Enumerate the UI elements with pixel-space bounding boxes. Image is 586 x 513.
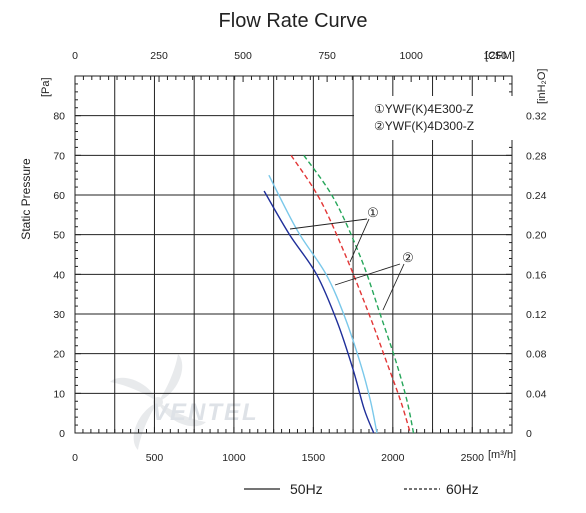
right-tick-label: 0.04 bbox=[526, 388, 547, 400]
left-tick-labels: 0 10 20 30 40 50 60 70 80 bbox=[53, 111, 65, 440]
y-axis-title: Static Pressure bbox=[19, 158, 33, 240]
bottom-tick-label: 500 bbox=[146, 452, 164, 464]
right-tick-label: 0.16 bbox=[526, 269, 547, 281]
callout-1-label: ① bbox=[367, 205, 379, 220]
callout-2-label: ② bbox=[402, 250, 414, 265]
right-tick-labels: 0 0.04 0.08 0.12 0.16 0.20 0.24 0.28 0.32 bbox=[526, 111, 547, 440]
top-tick-labels: 0 250 500 750 1000 1250 bbox=[72, 50, 507, 62]
model-legend: ①YWF(K)4E300-Z ②YWF(K)4D300-Z bbox=[354, 96, 520, 140]
right-tick-label: 0.24 bbox=[526, 190, 547, 202]
bottom-unit-label: [m³/h] bbox=[488, 449, 516, 461]
watermark-brand: VENTEL bbox=[152, 399, 259, 426]
right-tick-label: 0.28 bbox=[526, 150, 547, 162]
left-tick-label: 10 bbox=[53, 388, 65, 400]
left-tick-label: 0 bbox=[59, 428, 65, 440]
callout-1-leader-a bbox=[289, 218, 368, 230]
bottom-tick-label: 2500 bbox=[461, 452, 485, 464]
chart-title: Flow Rate Curve bbox=[219, 10, 368, 32]
series-lines bbox=[263, 154, 415, 434]
bottom-tick-labels: 0 500 1000 1500 2000 2500 bbox=[72, 452, 484, 464]
top-tick-label: 250 bbox=[150, 50, 168, 62]
watermark: VENTEL bbox=[110, 354, 259, 450]
left-tick-label: 60 bbox=[53, 190, 65, 202]
series-line-1 bbox=[263, 190, 375, 434]
frequency-legend: 50Hz 60Hz bbox=[244, 481, 479, 497]
bottom-tick-label: 1500 bbox=[302, 452, 326, 464]
bottom-tick-label: 2000 bbox=[381, 452, 405, 464]
right-tick-label: 0.20 bbox=[526, 230, 547, 242]
top-tick-label: 500 bbox=[234, 50, 252, 62]
right-tick-label: 0.08 bbox=[526, 349, 547, 361]
legend-60hz-label: 60Hz bbox=[446, 481, 479, 497]
series-line-2 bbox=[268, 174, 378, 434]
top-unit-label: [CFM] bbox=[485, 50, 515, 62]
minor-ticks bbox=[74, 75, 513, 434]
callouts: ① ② bbox=[289, 205, 414, 311]
left-tick-label: 40 bbox=[53, 269, 65, 281]
top-tick-label: 1250 bbox=[484, 50, 508, 62]
left-tick-label: 30 bbox=[53, 309, 65, 321]
right-tick-label: 0.12 bbox=[526, 309, 547, 321]
top-tick-label: 1000 bbox=[399, 50, 423, 62]
left-tick-label: 20 bbox=[53, 349, 65, 361]
legend-model-1: ①YWF(K)4E300-Z bbox=[374, 102, 473, 116]
bottom-tick-label: 0 bbox=[72, 452, 78, 464]
left-tick-label: 50 bbox=[53, 230, 65, 242]
series-line-3 bbox=[290, 154, 411, 434]
left-unit-label: [Pa] bbox=[40, 77, 52, 97]
left-tick-label: 70 bbox=[53, 150, 65, 162]
bottom-tick-label: 1000 bbox=[222, 452, 246, 464]
top-tick-label: 0 bbox=[72, 50, 78, 62]
callout-2-leader-b bbox=[382, 263, 405, 311]
right-tick-label: 0.32 bbox=[526, 111, 547, 123]
callout-1-leader-b bbox=[349, 218, 370, 263]
top-tick-label: 750 bbox=[318, 50, 336, 62]
left-tick-label: 80 bbox=[53, 111, 65, 123]
legend-model-2: ②YWF(K)4D300-Z bbox=[374, 119, 474, 133]
callout-2-leader-a bbox=[334, 263, 401, 286]
right-tick-label: 0 bbox=[526, 428, 532, 440]
series-line-4 bbox=[303, 154, 415, 434]
legend-50hz-label: 50Hz bbox=[290, 481, 323, 497]
model-legend-box bbox=[354, 96, 520, 140]
right-unit-label: [inH₂O] bbox=[536, 69, 548, 104]
